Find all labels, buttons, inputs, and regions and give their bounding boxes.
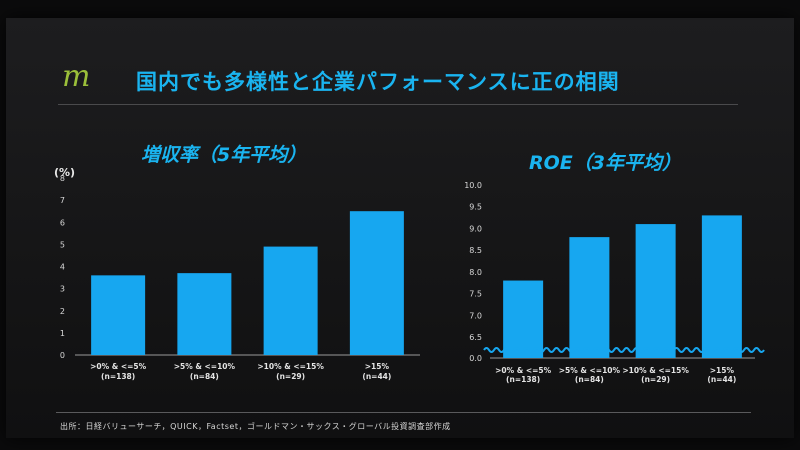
left-category-label: (n=138) [101, 372, 135, 381]
title-divider [58, 104, 738, 105]
right-bar [569, 237, 610, 358]
left-category-label: >0% & <=5% [90, 362, 147, 371]
left-chart-title: 増収率（5年平均） [141, 144, 307, 166]
right-category-label: >0% & <=5% [495, 366, 552, 375]
right-y-tick-label: 6.5 [469, 333, 482, 342]
right-y-tick-label: 7.5 [469, 290, 482, 299]
left-bar [263, 246, 318, 355]
left-y-tick-label: 7 [60, 196, 65, 205]
left-bar [177, 273, 232, 355]
right-category-label: (n=44) [707, 375, 736, 384]
right-category-label: >10% & <=15% [622, 366, 689, 375]
right-category-label: (n=29) [641, 375, 670, 384]
right-bar [503, 280, 544, 358]
left-category-label: (n=29) [276, 372, 305, 381]
left-category-label: >5% & <=10% [174, 362, 236, 371]
right-bar [701, 215, 742, 358]
footer-divider [56, 412, 751, 413]
right-y-tick-label: 8.5 [469, 246, 482, 255]
right-category-label: (n=84) [575, 375, 604, 384]
left-y-tick-label: 0 [60, 351, 65, 360]
right-category-label: (n=138) [506, 375, 540, 384]
left-bar [91, 275, 146, 355]
right-category-label: >5% & <=10% [559, 366, 621, 375]
right-y-tick-label: 7.0 [469, 311, 482, 320]
left-category-label: (n=84) [190, 372, 219, 381]
right-y-tick-label: 10.0 [464, 181, 482, 190]
page-title: 国内でも多様性と企業パフォーマンスに正の相関 [136, 70, 620, 94]
left-y-tick-label: 3 [60, 285, 65, 294]
right-chart-title: ROE（3年平均） [529, 152, 681, 174]
right-category-label: >15% [710, 366, 735, 375]
right-y-tick-label: 8.0 [469, 268, 482, 277]
right-bar [635, 224, 676, 358]
left-y-tick-label: 8 [60, 174, 65, 183]
right-y-tick-label: 0.0 [469, 354, 482, 363]
left-category-label: (n=44) [362, 372, 391, 381]
left-category-label: >15% [365, 362, 390, 371]
left-y-tick-label: 5 [60, 240, 65, 249]
left-chart-unit-label: (%) [54, 166, 76, 179]
right-y-tick-label: 9.0 [469, 224, 482, 233]
source-note: 出所：日経バリューサーチ，QUICK，Factset，ゴールドマン・サックス・グ… [60, 422, 451, 431]
left-bar [349, 211, 404, 355]
left-y-tick-label: 2 [60, 307, 65, 316]
left-y-tick-label: 4 [60, 263, 65, 272]
right-y-tick-label: 9.5 [469, 203, 482, 212]
left-category-label: >10% & <=15% [257, 362, 324, 371]
m-logo-icon: m [62, 59, 91, 94]
left-y-tick-label: 1 [60, 329, 65, 338]
axis-break-wave [483, 347, 765, 353]
left-y-tick-label: 6 [60, 218, 65, 227]
